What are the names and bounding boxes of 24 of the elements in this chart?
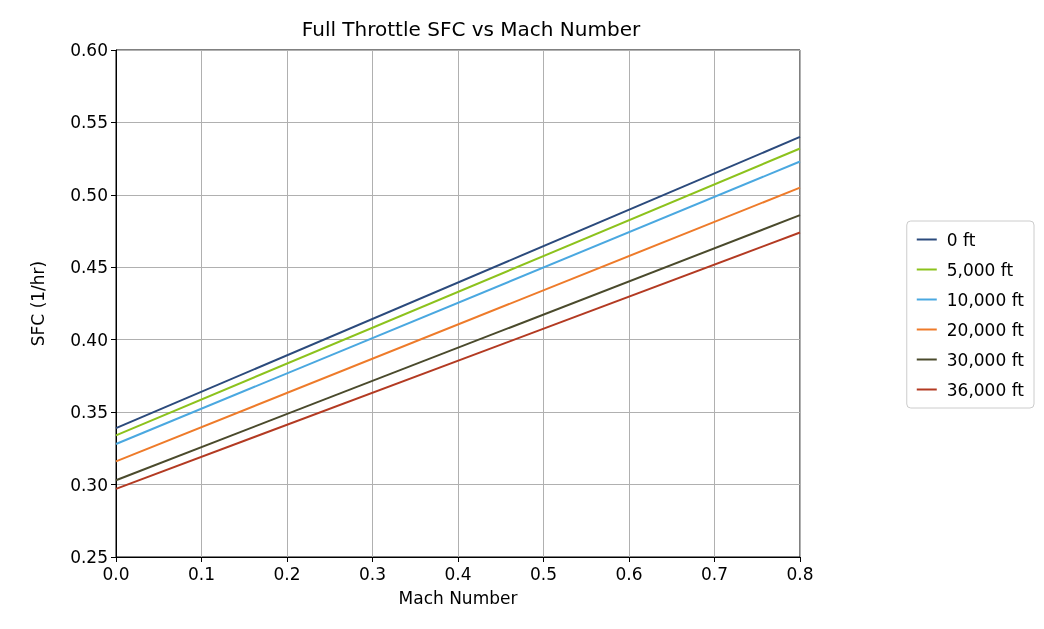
legend-label: 30,000 ft [946, 349, 1025, 370]
y-tick-label: 0.40 [70, 329, 108, 350]
y-tick-label: 0.50 [70, 184, 108, 205]
y-tick-label: 0.45 [70, 257, 108, 278]
x-tick-label: 0.6 [615, 563, 643, 584]
x-tick-label: 0.3 [358, 563, 387, 584]
chart-title: Full Throttle SFC vs Mach Number [301, 17, 641, 41]
x-axis-title: Mach Number [398, 587, 518, 608]
x-tick-label: 0.4 [444, 563, 472, 584]
legend-label: 20,000 ft [946, 319, 1025, 340]
legend-label: 36,000 ft [946, 379, 1025, 400]
x-tick-label: 0.8 [786, 563, 814, 584]
y-tick-label: 0.60 [70, 40, 108, 60]
x-tick-label: 0.2 [273, 563, 301, 584]
y-tick-label: 0.55 [70, 112, 108, 133]
legend-label: 0 ft [946, 229, 976, 250]
legend-label: 5,000 ft [946, 259, 1014, 280]
y-axis-title: SFC (1/hr) [27, 260, 48, 347]
x-tick-label: 0.7 [700, 563, 729, 584]
y-tick-label: 0.30 [70, 474, 108, 495]
x-tick-label: 0.1 [187, 563, 216, 584]
legend-label: 10,000 ft [946, 289, 1025, 310]
x-tick-label: 0.5 [529, 563, 558, 584]
y-tick-label: 0.35 [70, 402, 108, 423]
